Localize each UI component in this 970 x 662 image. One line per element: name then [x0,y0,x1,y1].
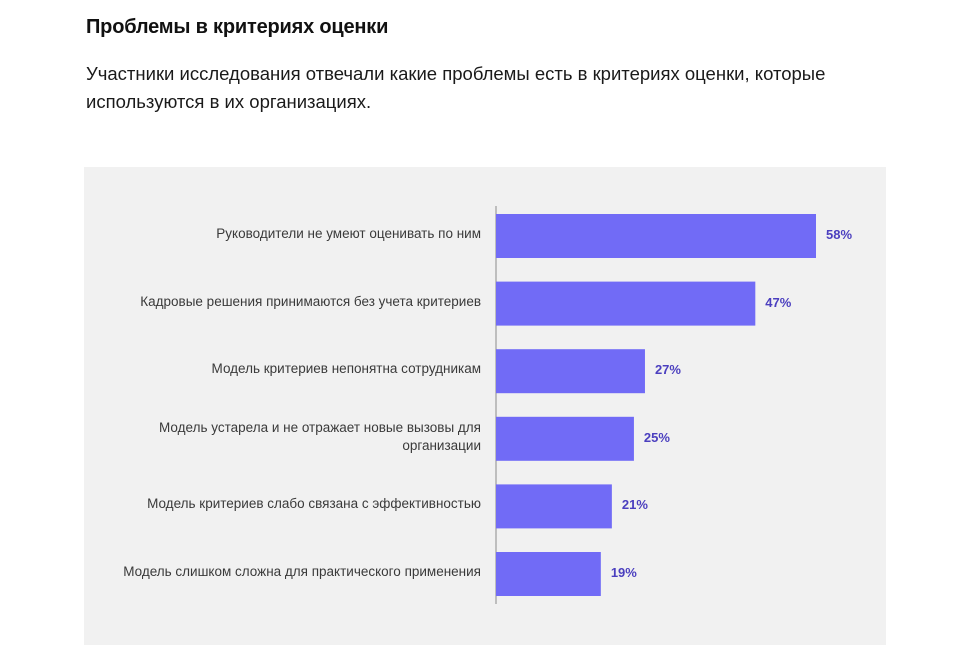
bar [496,416,634,461]
bar-chart [495,206,816,604]
category-label: Модель критериев непонятна сотрудникам [211,361,481,377]
category-label: Кадровые решения принимаются без учета к… [140,293,481,309]
bar-value-label: 21% [621,497,648,513]
page-title: Проблемы в критериях оценки [86,16,389,38]
category-label: Модель критериев слабо связана с эффекти… [147,496,481,512]
bar-chart-panel: 58% Руководители не умеют оценивать по ни… [84,167,886,645]
bar-value-label: 27% [654,362,681,378]
category-label: Руководители не умеют оценивать по ним [216,226,481,241]
bar [496,552,601,596]
bar [496,349,645,394]
category-label: Модель слишком сложна для практического … [123,564,481,579]
bar [496,214,816,258]
bar [496,484,612,529]
bar-value-label: 58% [826,227,853,242]
bar [496,281,756,326]
page-subtitle: Участники исследования отвечали какие пр… [86,63,826,112]
bar-value-label: 19% [610,565,637,580]
bar-value-label: 47% [765,294,792,310]
bar-value-label: 25% [643,429,670,445]
category-label: Модель устарела и не отражает новые вызо… [159,419,481,453]
